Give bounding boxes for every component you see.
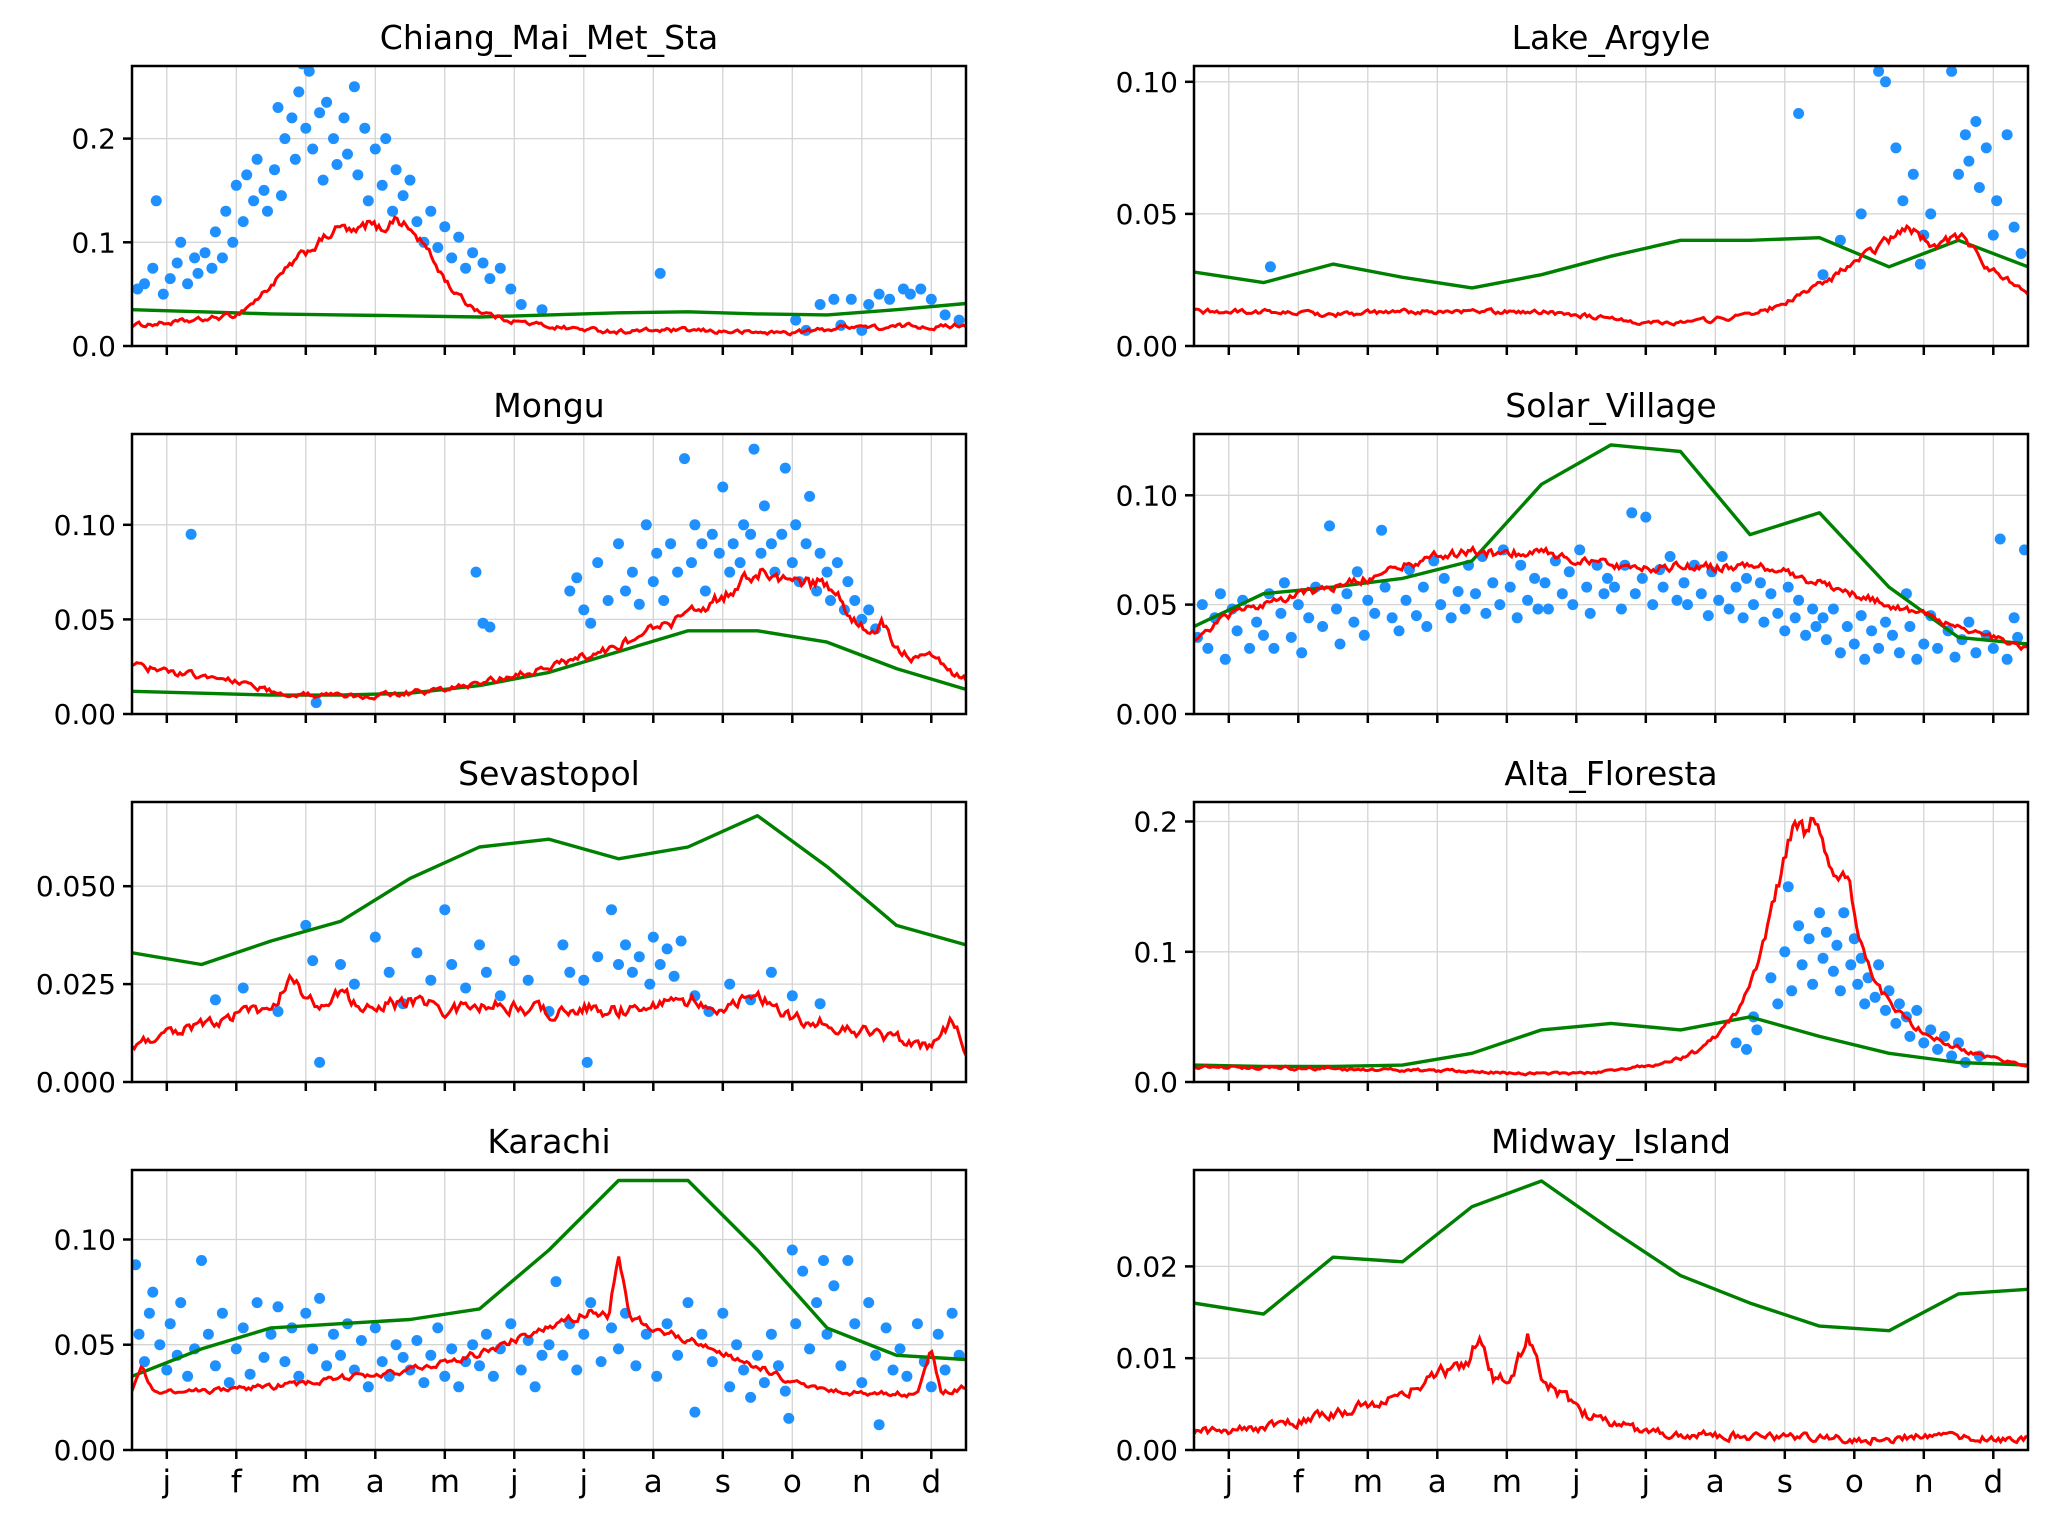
panel-mongu: Mongu 0.00 0.05 0.10 xyxy=(24,386,976,728)
svg-text:m: m xyxy=(430,1464,460,1500)
svg-text:0.1: 0.1 xyxy=(1133,936,1178,969)
svg-text:a: a xyxy=(1428,1464,1447,1500)
svg-text:0.02: 0.02 xyxy=(1116,1250,1178,1283)
panel-title: Midway_Island xyxy=(1490,1122,1731,1161)
plot-solar-village: 0.00 0.05 0.10 xyxy=(1116,432,2030,728)
svg-text:j: j xyxy=(509,1464,519,1500)
svg-text:0.00: 0.00 xyxy=(54,1434,116,1467)
panel-title: Karachi xyxy=(487,1122,611,1161)
svg-text:o: o xyxy=(783,1464,802,1500)
svg-text:j: j xyxy=(1640,1464,1650,1500)
svg-text:s: s xyxy=(715,1464,731,1500)
svg-text:n: n xyxy=(1914,1464,1934,1500)
panel-chiang-mai-met-sta: Chiang_Mai_Met_Sta 0.0 0.1 0.2 xyxy=(24,18,976,360)
svg-text:0.10: 0.10 xyxy=(1116,479,1178,512)
panel-midway-island: Midway_Island 0.00 0.01 0.02 j f m a m j j a s o n d xyxy=(1086,1122,2038,1508)
plot-chiang-mai-met-sta: 0.0 0.1 0.2 xyxy=(71,64,968,360)
svg-text:0.00: 0.00 xyxy=(1116,698,1178,728)
panel-title: Mongu xyxy=(493,386,605,425)
panel-karachi: Karachi 0.00 0.05 0.10 j f m a m j j a s o n d xyxy=(24,1122,976,1508)
svg-text:j: j xyxy=(1223,1464,1233,1500)
svg-text:j: j xyxy=(578,1464,588,1500)
svg-text:0.05: 0.05 xyxy=(54,603,116,636)
svg-text:0.05: 0.05 xyxy=(1116,589,1178,622)
panel-title: Lake_Argyle xyxy=(1511,18,1711,57)
plot-sevastopol: 0.000 0.025 0.050 xyxy=(36,800,968,1096)
svg-text:0.000: 0.000 xyxy=(36,1066,116,1096)
svg-text:0.01: 0.01 xyxy=(1116,1342,1178,1375)
svg-text:o: o xyxy=(1845,1464,1864,1500)
panel-title: Alta_Floresta xyxy=(1504,754,1718,793)
svg-text:f: f xyxy=(231,1464,243,1500)
svg-text:m: m xyxy=(1353,1464,1383,1500)
svg-text:m: m xyxy=(1492,1464,1522,1500)
panel-alta-floresta: Alta_Floresta 0.0 0.1 0.2 xyxy=(1086,754,2038,1096)
svg-text:0.10: 0.10 xyxy=(54,1224,116,1257)
svg-text:0.2: 0.2 xyxy=(71,123,116,156)
plot-karachi: 0.00 0.05 0.10 j f m a m j j a s o n d xyxy=(54,1168,968,1500)
plot-midway-island: 0.00 0.01 0.02 j f m a m j j a s o n d xyxy=(1116,1168,2030,1500)
svg-text:0.05: 0.05 xyxy=(1116,198,1178,231)
panel-sevastopol: Sevastopol 0.000 0.025 0.050 xyxy=(24,754,976,1096)
plot-alta-floresta: 0.0 0.1 0.2 xyxy=(1133,800,2030,1096)
svg-text:a: a xyxy=(366,1464,385,1500)
svg-text:0.1: 0.1 xyxy=(71,226,116,259)
svg-text:s: s xyxy=(1777,1464,1793,1500)
svg-text:0.050: 0.050 xyxy=(36,870,116,903)
svg-text:f: f xyxy=(1293,1464,1305,1500)
svg-text:m: m xyxy=(291,1464,321,1500)
svg-text:0.0: 0.0 xyxy=(71,330,116,360)
svg-text:n: n xyxy=(852,1464,872,1500)
plot-mongu: 0.00 0.05 0.10 xyxy=(54,432,968,728)
panel-solar-village: Solar_Village 0.00 0.05 0.10 xyxy=(1086,386,2038,728)
panel-title: Solar_Village xyxy=(1505,386,1717,425)
svg-text:0.025: 0.025 xyxy=(36,968,116,1001)
svg-text:0.10: 0.10 xyxy=(1116,66,1178,99)
svg-text:j: j xyxy=(1571,1464,1581,1500)
svg-text:a: a xyxy=(1706,1464,1725,1500)
svg-text:0.00: 0.00 xyxy=(54,698,116,728)
svg-text:0.2: 0.2 xyxy=(1133,806,1178,839)
svg-text:d: d xyxy=(921,1464,941,1500)
svg-text:0.0: 0.0 xyxy=(1133,1066,1178,1096)
svg-text:j: j xyxy=(161,1464,171,1500)
panel-title: Sevastopol xyxy=(458,754,640,793)
panel-lake-argyle: Lake_Argyle 0.00 0.05 0.10 xyxy=(1086,18,2038,360)
svg-text:0.10: 0.10 xyxy=(54,509,116,542)
svg-text:d: d xyxy=(1983,1464,2003,1500)
svg-text:0.05: 0.05 xyxy=(54,1329,116,1362)
panel-title: Chiang_Mai_Met_Sta xyxy=(379,18,719,57)
svg-text:a: a xyxy=(644,1464,663,1500)
svg-text:0.00: 0.00 xyxy=(1116,1434,1178,1467)
plot-lake-argyle: 0.00 0.05 0.10 xyxy=(1116,64,2030,360)
svg-text:0.00: 0.00 xyxy=(1116,330,1178,360)
